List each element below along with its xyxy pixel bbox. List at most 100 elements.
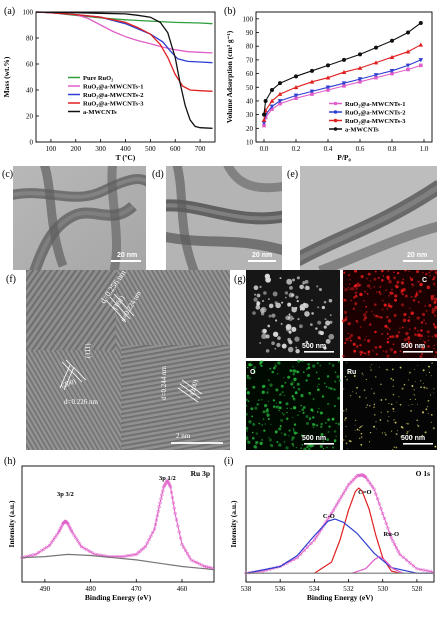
eds-o-dot bbox=[293, 377, 297, 382]
eds-c-dot bbox=[420, 321, 424, 324]
xps-raw-point bbox=[401, 555, 405, 559]
eds-ru-dot bbox=[414, 395, 416, 396]
eds-c-dot bbox=[421, 312, 426, 317]
eds-ru-dot bbox=[414, 368, 416, 370]
eds-sem-speck bbox=[295, 346, 298, 349]
eds-o-dot bbox=[318, 383, 320, 386]
eds-c-dot bbox=[366, 292, 369, 295]
eds-ru-dot bbox=[406, 430, 409, 433]
eds-c-dot bbox=[430, 297, 434, 301]
panel-label-g: (g) bbox=[234, 274, 246, 285]
eds-ru-dot bbox=[368, 441, 371, 443]
eds-o-dot bbox=[308, 418, 311, 421]
eds-sem-speck bbox=[301, 306, 306, 311]
eds-c-dot bbox=[434, 305, 437, 310]
eds-c-dot bbox=[374, 330, 377, 334]
eds-c-dot bbox=[345, 337, 349, 342]
eds-sem-speck bbox=[252, 311, 256, 315]
eds-o-dot bbox=[333, 404, 336, 408]
xps-raw-point bbox=[346, 483, 351, 487]
eds-o-dot bbox=[297, 387, 301, 391]
eds-c-dot bbox=[402, 278, 405, 281]
eds-ru-dot bbox=[393, 419, 395, 421]
eds-sem-speck bbox=[260, 312, 265, 316]
eds-sem-speck bbox=[296, 299, 299, 303]
eds-sem-speck bbox=[275, 302, 281, 309]
eds-ru-dot bbox=[385, 434, 387, 436]
eds-o-dot bbox=[275, 402, 278, 404]
eds-o-dot bbox=[319, 444, 323, 448]
y-axis-label: Intensity (a.u.) bbox=[7, 500, 16, 547]
eds-o-dot bbox=[255, 442, 258, 445]
x-tick-label: 200 bbox=[71, 145, 82, 153]
eds-o-dot bbox=[312, 416, 315, 419]
eds-c-dot bbox=[359, 292, 363, 297]
eds-c-dot bbox=[399, 327, 401, 329]
xps-raw-point bbox=[149, 534, 153, 538]
eds-c-dot bbox=[386, 332, 389, 335]
eds-sem-speck bbox=[311, 312, 314, 315]
eds-ru-dot bbox=[346, 362, 348, 364]
x-tick-label: 400 bbox=[120, 145, 131, 153]
eds-o-dot bbox=[292, 397, 295, 400]
tga-legend-entry: Pure RuO₂ bbox=[83, 75, 113, 82]
xps-title: O 1s bbox=[416, 469, 430, 478]
eds-c-dot bbox=[353, 349, 357, 353]
xps-raw-point bbox=[334, 503, 339, 507]
eds-c-dot bbox=[381, 308, 384, 311]
xps-raw-point bbox=[336, 500, 340, 504]
eds-o-dot bbox=[316, 424, 319, 427]
eds-ru-dot bbox=[388, 416, 390, 418]
bet-legend-entry: RuO₂@a-MWCNTs-2 bbox=[345, 110, 405, 117]
panel-label-b: (b) bbox=[224, 6, 236, 17]
eds-c-dot bbox=[371, 310, 373, 313]
x-tick-label: 300 bbox=[95, 145, 106, 153]
eds-ru-dot bbox=[423, 386, 426, 389]
xps-raw-point bbox=[65, 520, 69, 525]
eds-c-dot bbox=[433, 347, 435, 350]
xps-raw-point bbox=[299, 552, 303, 556]
eds-o-dot bbox=[301, 360, 304, 362]
x-tick-label: 0.4 bbox=[324, 145, 333, 153]
eds-c-dot bbox=[356, 346, 358, 349]
eds-o-dot bbox=[291, 438, 294, 441]
xps-raw-point bbox=[192, 559, 196, 563]
eds-ru-dot bbox=[343, 410, 345, 412]
eds-o-dot bbox=[312, 398, 315, 401]
eds-c-dot bbox=[377, 276, 380, 280]
eds-ru-dot bbox=[384, 398, 387, 401]
eds-ru-dot bbox=[416, 424, 418, 426]
eds-o-dot bbox=[287, 375, 291, 379]
eds-c-dot bbox=[378, 345, 382, 349]
eds-c-dot bbox=[359, 350, 363, 354]
xps-raw-point bbox=[70, 530, 74, 534]
eds-ru-dot bbox=[428, 371, 431, 373]
eds-ru-dot bbox=[345, 435, 347, 437]
eds-sem-speck bbox=[295, 349, 300, 354]
eds-c-dot bbox=[413, 327, 417, 330]
eds-c-dot bbox=[364, 290, 367, 293]
eds-ru-dot bbox=[433, 388, 435, 390]
eds-o-dot bbox=[275, 388, 279, 392]
eds-c-dot bbox=[433, 294, 436, 296]
eds-c-dot bbox=[431, 310, 435, 314]
eds-c-dot bbox=[359, 353, 362, 356]
eds-ru-dot bbox=[401, 426, 404, 429]
eds-c-dot bbox=[391, 335, 395, 339]
eds-ru-dot bbox=[427, 413, 429, 414]
x-tick-label: 538 bbox=[241, 585, 252, 593]
xps-raw-point bbox=[309, 541, 313, 546]
bet-legend-marker bbox=[333, 118, 338, 123]
eds-c-dot bbox=[352, 342, 356, 346]
eds-o-dot bbox=[261, 424, 263, 426]
eds-ru-dot bbox=[426, 405, 429, 408]
eds-ru-dot bbox=[391, 368, 394, 371]
eds-c-dot bbox=[359, 326, 362, 329]
eds-o-dot bbox=[267, 400, 270, 403]
eds-ru-dot bbox=[346, 410, 348, 412]
eds-sem-speck bbox=[267, 324, 271, 328]
xps-raw-point bbox=[316, 533, 320, 537]
eds-c-dot bbox=[357, 336, 361, 340]
xps-raw-point bbox=[369, 482, 373, 486]
bet-point bbox=[373, 73, 379, 78]
